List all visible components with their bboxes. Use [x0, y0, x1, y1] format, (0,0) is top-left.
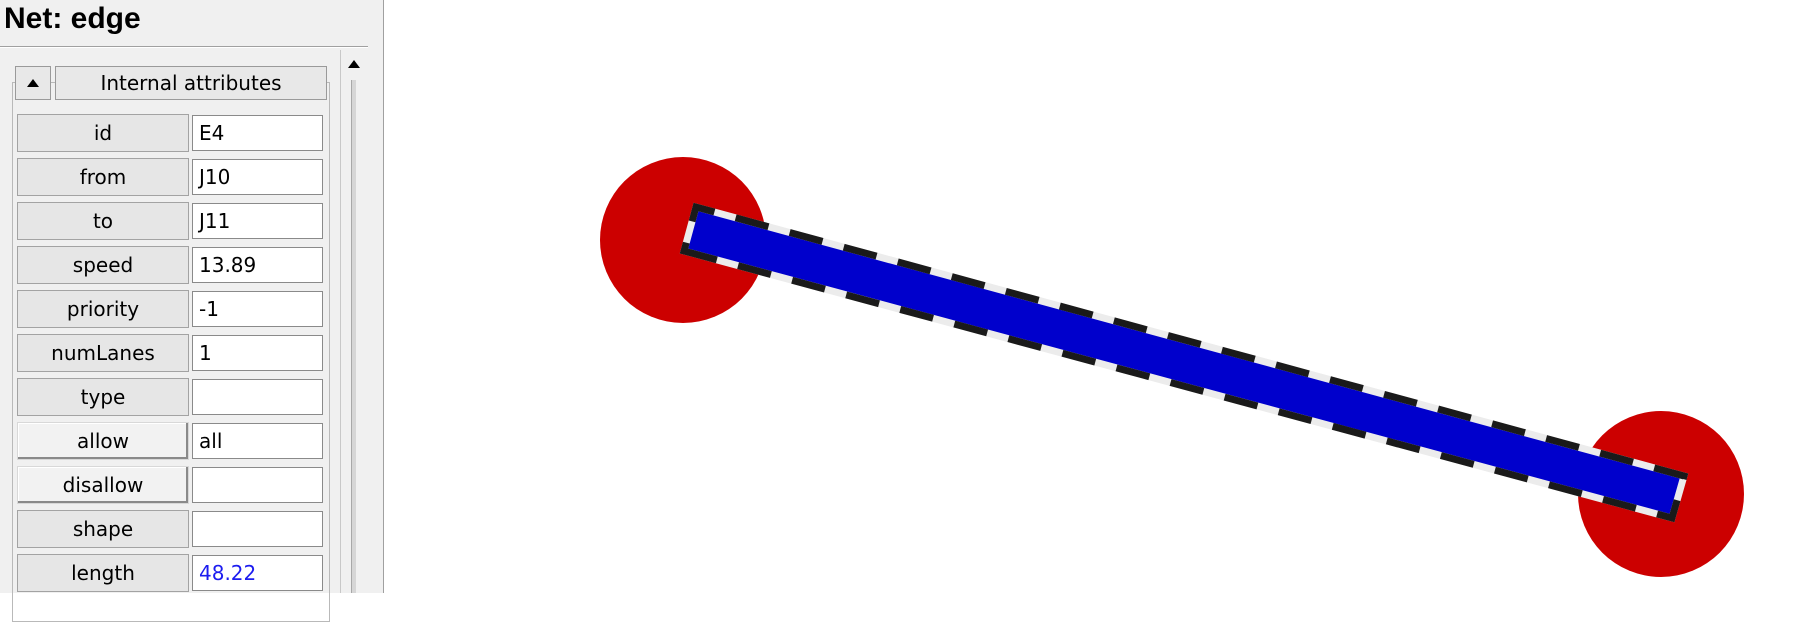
attr-button-id[interactable]: id [17, 114, 189, 152]
attribute-row-shape: shape [17, 510, 323, 548]
attr-button-length[interactable]: length [17, 554, 189, 592]
attr-field-shape[interactable] [192, 511, 323, 547]
edge-selection-dashes [679, 202, 1689, 523]
attr-button-to[interactable]: to [17, 202, 189, 240]
attribute-row-id: id E4 [17, 114, 323, 152]
collapse-group-button[interactable] [15, 66, 51, 100]
attribute-row-allow: allow all [17, 422, 323, 460]
attr-field-type[interactable] [192, 379, 323, 415]
attr-button-numlanes[interactable]: numLanes [17, 334, 189, 372]
attribute-row-length: length 48.22 [17, 554, 323, 592]
attr-button-speed[interactable]: speed [17, 246, 189, 284]
edge-lane-e4[interactable] [684, 207, 1684, 518]
title-divider [0, 46, 368, 48]
network-canvas[interactable] [385, 0, 1798, 593]
scroll-up-button[interactable] [341, 50, 367, 78]
panel-scrollbar[interactable] [340, 50, 367, 593]
attr-field-speed[interactable]: 13.89 [192, 247, 323, 283]
group-title-internal-attributes[interactable]: Internal attributes [55, 66, 327, 100]
attribute-row-from: from J10 [17, 158, 323, 196]
attr-field-allow[interactable]: all [192, 423, 323, 459]
scroll-up-arrow-icon [348, 60, 360, 68]
attribute-row-type: type [17, 378, 323, 416]
attr-button-type[interactable]: type [17, 378, 189, 416]
attr-button-disallow[interactable]: disallow [17, 466, 189, 504]
attr-button-allow[interactable]: allow [17, 422, 189, 460]
attribute-row-speed: speed 13.89 [17, 246, 323, 284]
attr-field-length[interactable]: 48.22 [192, 555, 323, 591]
attr-button-from[interactable]: from [17, 158, 189, 196]
attr-button-shape[interactable]: shape [17, 510, 189, 548]
attr-field-numlanes[interactable]: 1 [192, 335, 323, 371]
scroll-track[interactable] [351, 80, 356, 593]
attributes-panel: Net: edge Internal attributes id E4 from… [0, 0, 384, 622]
attribute-row-to: to J11 [17, 202, 323, 240]
attr-button-priority[interactable]: priority [17, 290, 189, 328]
attr-field-disallow[interactable] [192, 467, 323, 503]
attr-field-id[interactable]: E4 [192, 115, 323, 151]
panel-title: Net: edge [4, 2, 141, 35]
attr-field-priority[interactable]: -1 [192, 291, 323, 327]
triangle-up-icon [27, 79, 39, 87]
attribute-row-priority: priority -1 [17, 290, 323, 328]
attribute-row-disallow: disallow [17, 466, 323, 504]
junction-j10[interactable] [600, 157, 766, 323]
attr-field-from[interactable]: J10 [192, 159, 323, 195]
attribute-row-numlanes: numLanes 1 [17, 334, 323, 372]
attr-field-to[interactable]: J11 [192, 203, 323, 239]
